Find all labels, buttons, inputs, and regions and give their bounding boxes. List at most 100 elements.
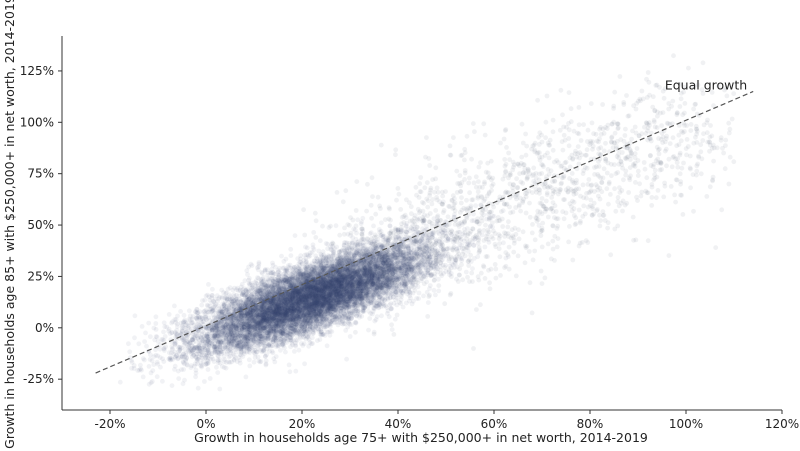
scatter-point (433, 292, 438, 298)
scatter-point (211, 314, 217, 320)
scatter-point (239, 318, 245, 324)
scatter-point (302, 277, 307, 282)
scatter-point (357, 274, 362, 279)
scatter-point (327, 293, 332, 299)
scatter-point (319, 294, 325, 300)
scatter-point (269, 319, 275, 325)
scatter-point (268, 310, 274, 316)
scatter-point (368, 260, 373, 265)
scatter-point (253, 319, 258, 324)
scatter-point (274, 323, 280, 329)
scatter-point (253, 326, 259, 332)
scatter-point (287, 369, 293, 375)
scatter-point (326, 280, 332, 286)
scatter-point (459, 242, 465, 248)
scatter-point (195, 385, 201, 391)
scatter-point (136, 341, 142, 347)
scatter-point (299, 261, 305, 267)
scatter-point (320, 277, 326, 283)
scatter-point (344, 285, 349, 291)
scatter-point (212, 347, 218, 353)
scatter-point (402, 249, 407, 255)
scatter-point (400, 304, 406, 310)
scatter-point (239, 344, 245, 349)
scatter-point (281, 292, 287, 298)
scatter-point (303, 272, 309, 277)
scatter-point (273, 338, 278, 344)
scatter-point (339, 279, 345, 285)
scatter-point (289, 295, 294, 300)
scatter-point (173, 355, 179, 360)
scatter-point (342, 276, 348, 282)
scatter-point (262, 313, 268, 319)
scatter-point (247, 276, 252, 281)
scatter-point (209, 325, 214, 331)
scatter-point (378, 288, 384, 294)
scatter-point (337, 260, 342, 266)
scatter-point (357, 275, 363, 280)
scatter-point (293, 368, 299, 374)
scatter-point (331, 286, 337, 291)
scatter-point (333, 284, 339, 290)
scatter-point (210, 286, 215, 292)
scatter-point (359, 284, 365, 290)
scatter-point (279, 309, 285, 315)
scatter-point (211, 336, 217, 342)
scatter-point (379, 313, 384, 319)
scatter-point (314, 288, 320, 293)
scatter-point (292, 349, 297, 354)
scatter-point (321, 282, 327, 288)
scatter-point (323, 324, 329, 330)
scatter-point (290, 293, 296, 298)
scatter-point (435, 248, 441, 254)
scatter-point (367, 316, 373, 321)
scatter-point (371, 275, 377, 281)
scatter-point (287, 276, 293, 282)
scatter-point (205, 367, 211, 372)
scatter-point (340, 296, 346, 301)
scatter-point (308, 272, 313, 277)
scatter-point (132, 335, 137, 341)
scatter-point (318, 280, 324, 286)
scatter-point (326, 298, 332, 304)
scatter-point (185, 334, 191, 340)
scatter-point (301, 319, 306, 324)
scatter-point (376, 257, 382, 262)
scatter-point (321, 292, 326, 297)
scatter-point (275, 280, 281, 286)
scatter-point (215, 370, 221, 375)
scatter-point (216, 339, 222, 345)
scatter-point (273, 300, 279, 305)
scatter-point (358, 290, 364, 296)
scatter-point (325, 296, 331, 302)
scatter-point (333, 289, 339, 295)
scatter-point (308, 272, 314, 278)
scatter-point (207, 376, 213, 381)
scatter-point (274, 293, 280, 299)
scatter-point (172, 303, 177, 309)
scatter-point (344, 276, 350, 282)
scatter-point (314, 301, 320, 306)
scatter-point (295, 288, 301, 294)
scatter-point (384, 278, 390, 284)
scatter-point (362, 272, 368, 278)
scatter-point (313, 294, 319, 300)
scatter-point (425, 272, 431, 278)
scatter-point (250, 312, 256, 318)
scatter-point (300, 297, 306, 302)
scatter-point (320, 304, 326, 309)
scatter-point (316, 292, 322, 298)
scatter-point (222, 306, 227, 312)
scatter-point (296, 291, 301, 297)
scatter-point (139, 324, 145, 329)
scatter-point (261, 301, 267, 306)
scatter-point (293, 298, 299, 304)
scatter-point (276, 285, 282, 291)
scatter-point (234, 306, 239, 312)
scatter-point (258, 305, 264, 310)
scatter-point (429, 230, 435, 236)
scatter-point (260, 312, 266, 318)
scatter-point (242, 313, 248, 318)
scatter-point (316, 289, 322, 295)
scatter-point (283, 300, 289, 306)
